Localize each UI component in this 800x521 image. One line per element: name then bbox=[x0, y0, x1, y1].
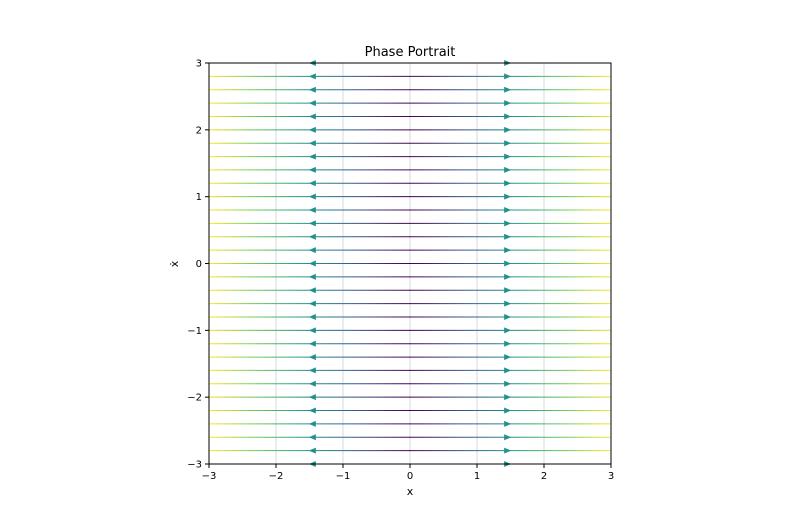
flow-arrow bbox=[308, 153, 316, 160]
flow-arrow bbox=[504, 180, 512, 187]
x-axis-ticks: −3 −2 −1 0 1 2 3 bbox=[202, 464, 614, 482]
flow-arrow bbox=[308, 207, 316, 214]
y-tick-label: −2 bbox=[187, 393, 202, 404]
flow-arrow bbox=[504, 367, 512, 374]
x-tick-label: −1 bbox=[336, 471, 351, 482]
flow-arrow bbox=[504, 434, 512, 441]
flow-arrow bbox=[504, 73, 512, 80]
flow-arrow bbox=[308, 273, 316, 280]
flow-arrow bbox=[504, 260, 512, 267]
flow-arrow bbox=[308, 260, 316, 267]
flow-arrow bbox=[308, 73, 316, 80]
flow-arrow bbox=[504, 233, 512, 240]
flow-arrow bbox=[504, 153, 512, 160]
flow-arrow bbox=[308, 86, 316, 93]
y-tick-label: −1 bbox=[187, 326, 202, 337]
flow-arrow bbox=[308, 287, 316, 294]
flow-arrow bbox=[308, 140, 316, 147]
flow-arrow bbox=[504, 86, 512, 93]
flow-arrow bbox=[308, 394, 316, 401]
flow-arrow bbox=[308, 367, 316, 374]
flow-arrow bbox=[308, 113, 316, 120]
flow-arrow bbox=[504, 340, 512, 347]
y-axis-label: ẋ bbox=[168, 260, 181, 267]
flow-arrow bbox=[308, 434, 316, 441]
flow-arrow bbox=[308, 180, 316, 187]
flow-arrow bbox=[504, 100, 512, 107]
flow-arrow bbox=[504, 193, 512, 200]
y-tick-label: 0 bbox=[196, 259, 202, 270]
x-tick-label: 3 bbox=[608, 471, 614, 482]
flow-arrow bbox=[504, 313, 512, 320]
flow-arrow bbox=[308, 126, 316, 133]
flow-arrow bbox=[504, 273, 512, 280]
plot-area bbox=[208, 60, 612, 467]
flow-arrow bbox=[308, 100, 316, 107]
flow-arrow bbox=[504, 394, 512, 401]
flow-arrow bbox=[504, 207, 512, 214]
y-tick-label: 3 bbox=[196, 59, 202, 70]
y-tick-label: 2 bbox=[196, 125, 202, 136]
chart-title: Phase Portrait bbox=[365, 45, 456, 60]
flow-arrow bbox=[308, 193, 316, 200]
flow-arrow bbox=[504, 287, 512, 294]
x-axis-label: x bbox=[407, 485, 414, 498]
flow-arrow bbox=[308, 380, 316, 387]
y-axis-ticks: −3 −2 −1 0 1 2 3 bbox=[187, 59, 209, 471]
flow-arrow bbox=[308, 300, 316, 307]
flow-arrow bbox=[504, 220, 512, 227]
flow-arrow bbox=[308, 166, 316, 173]
flow-arrow bbox=[308, 220, 316, 227]
flow-arrow bbox=[504, 166, 512, 173]
flow-arrow bbox=[504, 420, 512, 427]
flow-arrow bbox=[504, 126, 512, 133]
y-tick-label: −3 bbox=[187, 460, 202, 471]
flow-arrow bbox=[504, 140, 512, 147]
x-tick-label: −2 bbox=[269, 471, 284, 482]
flow-arrow bbox=[504, 247, 512, 254]
y-tick-label: 1 bbox=[196, 192, 202, 203]
flow-arrow bbox=[504, 447, 512, 454]
flow-arrow bbox=[308, 247, 316, 254]
flow-arrow bbox=[504, 113, 512, 120]
flow-arrow bbox=[504, 354, 512, 361]
x-tick-label: 2 bbox=[541, 471, 547, 482]
flow-arrow bbox=[308, 233, 316, 240]
flow-arrow bbox=[308, 313, 316, 320]
flow-arrow bbox=[308, 447, 316, 454]
x-tick-label: 0 bbox=[407, 471, 413, 482]
flow-arrow bbox=[308, 340, 316, 347]
flow-arrow bbox=[504, 407, 512, 414]
flow-arrow bbox=[308, 407, 316, 414]
flow-arrow bbox=[308, 327, 316, 334]
flow-arrow bbox=[504, 327, 512, 334]
flow-arrow bbox=[504, 380, 512, 387]
x-tick-label: −3 bbox=[202, 471, 217, 482]
x-tick-label: 1 bbox=[474, 471, 480, 482]
flow-arrow bbox=[504, 300, 512, 307]
flow-arrow bbox=[308, 354, 316, 361]
flow-arrow bbox=[308, 420, 316, 427]
flow-arrows bbox=[308, 60, 512, 467]
